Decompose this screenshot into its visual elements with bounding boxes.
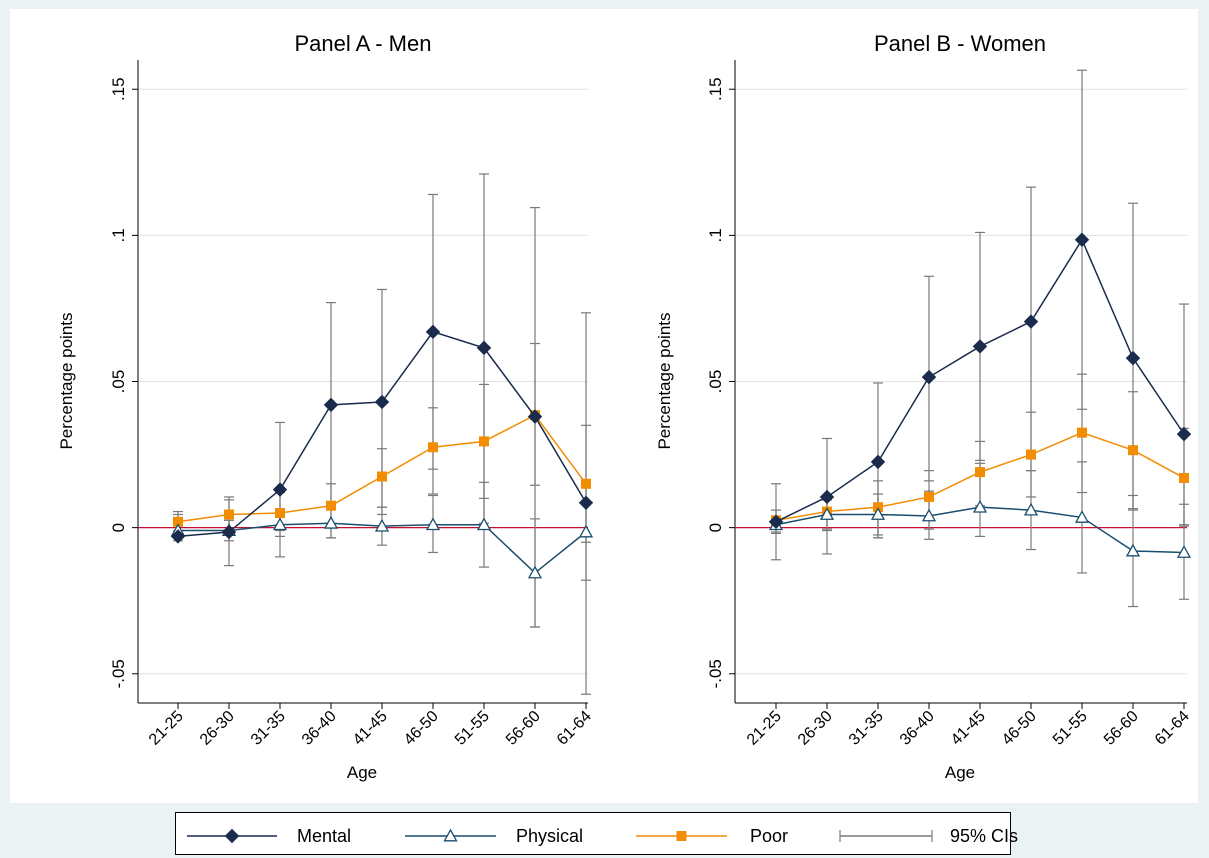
data-point-mental — [323, 397, 339, 413]
data-point-poor — [924, 491, 934, 502]
data-point-physical — [527, 565, 543, 579]
legend — [175, 812, 1011, 855]
data-point-mental — [578, 495, 594, 511]
x-tick-label: 21-25 — [744, 708, 785, 749]
y-tick-label: -.05 — [706, 659, 725, 688]
data-point-poor — [1179, 472, 1189, 483]
data-point-poor — [975, 467, 985, 478]
data-point-physical — [870, 507, 886, 520]
y-tick-label: .1 — [706, 228, 725, 242]
x-tick-label: 26-30 — [795, 708, 836, 749]
x-tick-label: 41-45 — [350, 708, 391, 749]
x-tick-label: 36-40 — [299, 708, 340, 749]
x-tick-label: 31-35 — [846, 708, 887, 749]
data-point-physical — [374, 518, 390, 532]
data-point-mental — [527, 409, 543, 424]
data-point-physical — [1074, 510, 1090, 523]
x-tick-label: 26-30 — [197, 708, 238, 749]
y-tick-label: 0 — [706, 523, 725, 532]
plot-background — [10, 9, 1198, 803]
data-point-physical — [921, 508, 937, 522]
x-tick-label: 41-45 — [948, 708, 989, 749]
data-point-mental — [768, 514, 784, 529]
data-point-mental — [819, 489, 835, 505]
data-point-poor — [224, 509, 234, 520]
data-point-physical — [272, 517, 288, 531]
x-tick-label: 51-55 — [1050, 708, 1091, 749]
data-point-physical — [1125, 543, 1141, 557]
data-point-physical — [425, 517, 441, 531]
data-point-physical — [819, 507, 835, 520]
data-point-poor — [1026, 449, 1036, 460]
x-tick-label: 31-35 — [248, 708, 289, 749]
data-point-mental — [374, 394, 390, 410]
data-point-mental — [1125, 350, 1141, 366]
data-point-physical — [323, 515, 339, 529]
data-point-poor — [173, 516, 183, 527]
y-tick-label: -.05 — [109, 659, 128, 688]
data-point-poor — [428, 442, 438, 453]
data-point-mental — [221, 524, 237, 540]
x-tick-label: 46-50 — [401, 708, 442, 749]
panel-a: -.05 0 .05 .1 .15 21-25 26-30 31-35 36-40 41-45 46… — [57, 31, 595, 782]
data-point-mental — [921, 369, 937, 385]
y-tick-label: .05 — [109, 370, 128, 394]
panel-title: Panel A - Men — [295, 31, 432, 56]
data-point-poor — [377, 471, 387, 482]
y-tick-label: .1 — [109, 228, 128, 242]
data-point-mental — [870, 454, 886, 470]
x-tick-label: 51-55 — [452, 708, 493, 749]
data-point-poor — [326, 500, 336, 511]
data-point-physical — [476, 517, 492, 531]
data-point-poor — [581, 478, 591, 489]
x-tick-label: 56-60 — [503, 708, 544, 749]
data-point-physical — [578, 524, 594, 538]
data-point-mental — [1023, 314, 1039, 329]
y-tick-label: .15 — [109, 77, 128, 101]
y-axis-title: Percentage points — [655, 312, 674, 449]
y-tick-label: 0 — [109, 523, 128, 532]
panel-b: -.05 0 .05 .1 .15 21-25 26-30 31-35 36-40 41-45 46… — [655, 31, 1193, 782]
data-point-mental — [972, 339, 988, 354]
data-point-poor — [275, 508, 285, 519]
panel-title: Panel B - Women — [874, 31, 1046, 56]
data-point-mental — [1074, 232, 1090, 247]
data-point-poor — [1077, 427, 1087, 438]
x-tick-label: 46-50 — [999, 708, 1040, 749]
data-point-mental — [170, 529, 186, 544]
data-point-physical — [972, 499, 988, 513]
x-tick-label: 21-25 — [146, 708, 187, 749]
data-point-mental — [476, 340, 492, 356]
x-tick-label: 56-60 — [1101, 708, 1142, 749]
data-point-poor — [1128, 445, 1138, 456]
data-point-mental — [1176, 426, 1192, 442]
data-point-mental — [272, 482, 288, 497]
x-axis-title: Age — [945, 763, 975, 782]
y-tick-label: .15 — [706, 77, 725, 101]
x-axis-title: Age — [347, 763, 377, 782]
x-tick-label: 36-40 — [897, 708, 938, 749]
y-tick-label: .05 — [706, 370, 725, 394]
data-point-poor — [479, 436, 489, 447]
data-point-mental — [425, 324, 441, 340]
data-point-physical — [1023, 502, 1039, 516]
data-point-physical — [1176, 545, 1192, 558]
x-tick-label: 61-64 — [1152, 708, 1193, 749]
x-tick-label: 61-64 — [554, 708, 595, 749]
y-axis-title: Percentage points — [57, 312, 76, 449]
